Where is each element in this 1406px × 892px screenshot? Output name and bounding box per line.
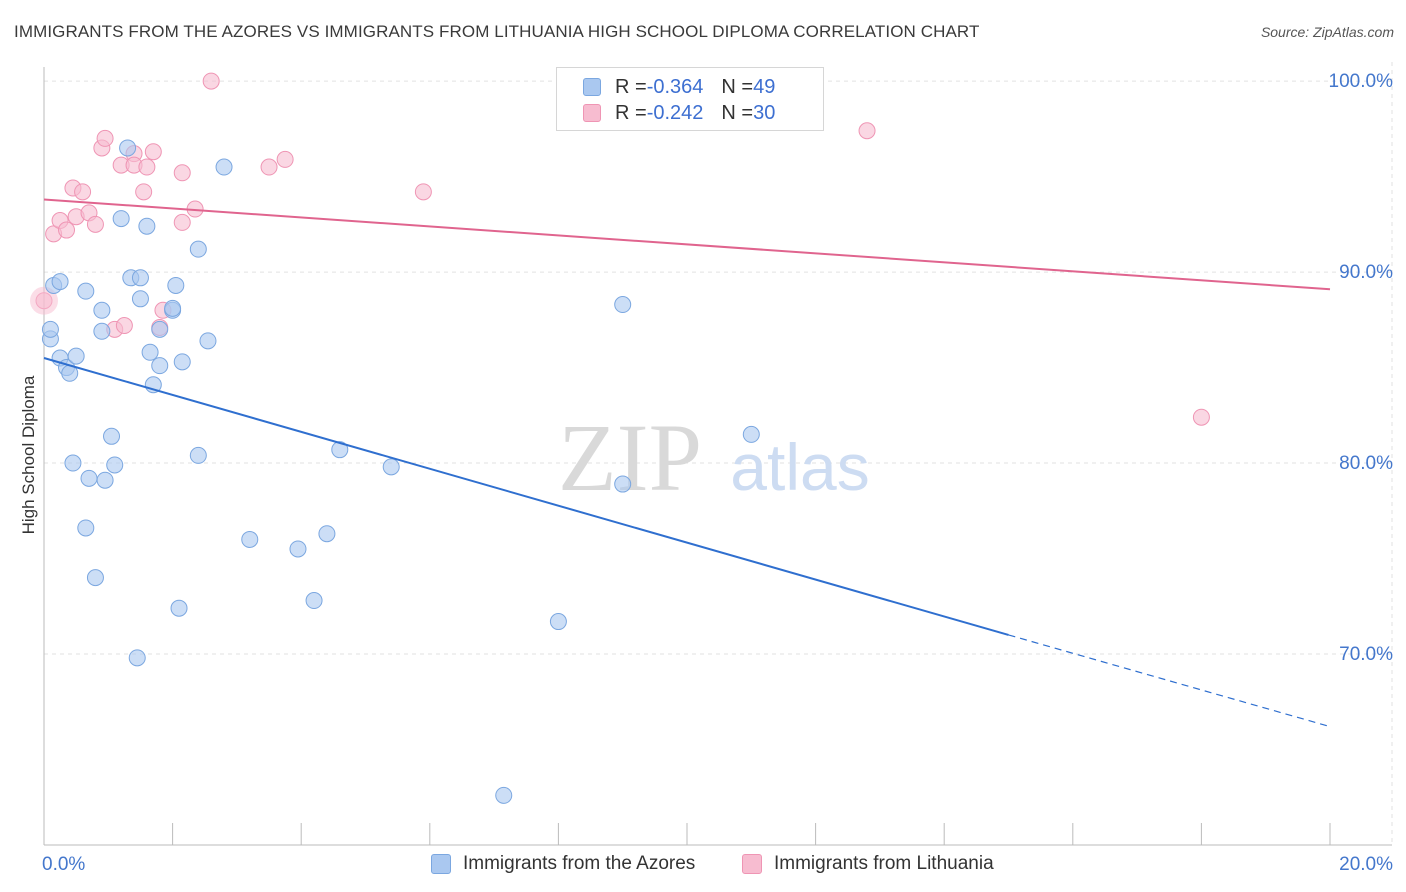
point-azores bbox=[67, 347, 85, 365]
point-azores bbox=[189, 446, 207, 464]
legend-row-azores: R = -0.364 N = 49 bbox=[583, 75, 775, 99]
point-azores bbox=[96, 471, 114, 489]
point-lithuania bbox=[86, 215, 104, 233]
point-azores bbox=[215, 158, 233, 176]
watermark-zip: ZIP bbox=[558, 404, 702, 511]
point-lithuania bbox=[414, 183, 432, 201]
x-tick-label: 0.0% bbox=[42, 854, 85, 875]
legend-row-lithuania: R = -0.242 N = 30 bbox=[583, 101, 775, 125]
point-azores bbox=[189, 240, 207, 258]
y-tick-label: 80.0% bbox=[1339, 453, 1393, 474]
point-azores bbox=[199, 332, 217, 350]
y-axis-label: High School Diploma bbox=[19, 375, 38, 534]
point-lithuania bbox=[74, 183, 92, 201]
legend-swatch-azores bbox=[583, 78, 601, 96]
point-lithuania bbox=[96, 129, 114, 147]
point-azores bbox=[93, 322, 111, 340]
point-azores bbox=[112, 210, 130, 228]
point-azores bbox=[141, 343, 159, 361]
axes bbox=[43, 67, 1392, 846]
bottom-legend-label-lithuania: Immigrants from Lithuania bbox=[774, 853, 994, 874]
point-azores bbox=[103, 427, 121, 445]
point-azores bbox=[614, 296, 632, 314]
point-lithuania bbox=[276, 150, 294, 168]
stats-legend: R = -0.364 N = 49 R = -0.242 N = 30 bbox=[556, 67, 824, 131]
y-tick-label: 70.0% bbox=[1339, 644, 1393, 665]
point-azores bbox=[495, 786, 513, 804]
point-azores bbox=[41, 320, 59, 338]
point-azores bbox=[93, 301, 111, 319]
legend-r-value-azores: -0.364 bbox=[646, 75, 704, 98]
y-tick-label: 100.0% bbox=[1329, 71, 1394, 92]
point-azores bbox=[86, 569, 104, 587]
point-azores bbox=[382, 458, 400, 476]
point-azores bbox=[614, 475, 632, 493]
series-lithuania-points bbox=[30, 72, 1210, 426]
point-azores bbox=[331, 441, 349, 459]
point-lithuania bbox=[858, 122, 876, 140]
point-azores bbox=[164, 299, 182, 317]
point-azores bbox=[167, 276, 185, 294]
x-tick-label: 20.0% bbox=[1339, 854, 1393, 875]
point-azores bbox=[151, 320, 169, 338]
legend-r-value-lithuania: -0.242 bbox=[646, 101, 704, 124]
gridlines bbox=[44, 62, 1393, 845]
point-lithuania bbox=[1192, 408, 1210, 426]
point-lithuania bbox=[144, 143, 162, 161]
legend-swatch-lithuania bbox=[583, 104, 601, 122]
y-tick-label: 90.0% bbox=[1339, 262, 1393, 283]
point-azores bbox=[131, 290, 149, 308]
trend-lines bbox=[43, 198, 1331, 728]
bottom-legend-azores: Immigrants from the Azores bbox=[431, 852, 695, 876]
legend-n-label: N = bbox=[721, 75, 754, 98]
point-lithuania bbox=[115, 317, 133, 335]
bottom-legend-swatch-azores bbox=[431, 854, 451, 874]
trend-line-azores-dashed bbox=[1008, 634, 1331, 728]
tick-labels: 100.0% 90.0% 80.0% 70.0% 0.0% 20.0% bbox=[42, 71, 1393, 875]
point-azores bbox=[128, 649, 146, 667]
point-lithuania bbox=[135, 183, 153, 201]
point-azores bbox=[138, 217, 156, 235]
point-azores bbox=[170, 599, 188, 617]
bottom-legend-swatch-lithuania bbox=[742, 854, 762, 874]
point-azores bbox=[289, 540, 307, 558]
point-azores bbox=[80, 469, 98, 487]
point-azores bbox=[305, 592, 323, 610]
point-lithuania-large bbox=[30, 286, 58, 315]
point-azores bbox=[131, 269, 149, 287]
point-azores bbox=[742, 425, 760, 443]
point-azores bbox=[549, 613, 567, 631]
point-lithuania bbox=[138, 158, 156, 176]
series-azores-points bbox=[41, 139, 760, 804]
legend-n-value-lithuania: 30 bbox=[753, 101, 776, 124]
legend-r-label: R = bbox=[615, 101, 647, 124]
point-azores bbox=[318, 525, 336, 543]
point-azores bbox=[119, 139, 137, 157]
point-lithuania bbox=[260, 158, 278, 176]
bottom-legend-label-azores: Immigrants from the Azores bbox=[463, 853, 696, 874]
point-azores bbox=[106, 456, 124, 474]
trend-line-azores bbox=[43, 357, 1009, 636]
point-lithuania bbox=[202, 72, 220, 90]
point-lithuania bbox=[173, 213, 191, 231]
trend-line-lithuania bbox=[43, 198, 1331, 291]
point-azores bbox=[173, 353, 191, 371]
point-azores bbox=[77, 519, 95, 537]
point-azores bbox=[64, 454, 82, 472]
point-azores bbox=[151, 357, 169, 375]
legend-r-label: R = bbox=[615, 75, 647, 98]
point-azores bbox=[51, 273, 69, 291]
chart-title: IMMIGRANTS FROM THE AZORES VS IMMIGRANTS… bbox=[14, 22, 980, 41]
bottom-legend-lithuania: Immigrants from Lithuania bbox=[742, 852, 994, 876]
point-azores bbox=[77, 282, 95, 300]
legend-n-label: N = bbox=[721, 101, 754, 124]
chart-source: Source: ZipAtlas.com bbox=[1260, 24, 1394, 40]
legend-n-value-azores: 49 bbox=[753, 75, 776, 98]
point-lithuania bbox=[58, 221, 76, 239]
point-azores bbox=[241, 530, 259, 548]
point-lithuania bbox=[173, 164, 191, 182]
